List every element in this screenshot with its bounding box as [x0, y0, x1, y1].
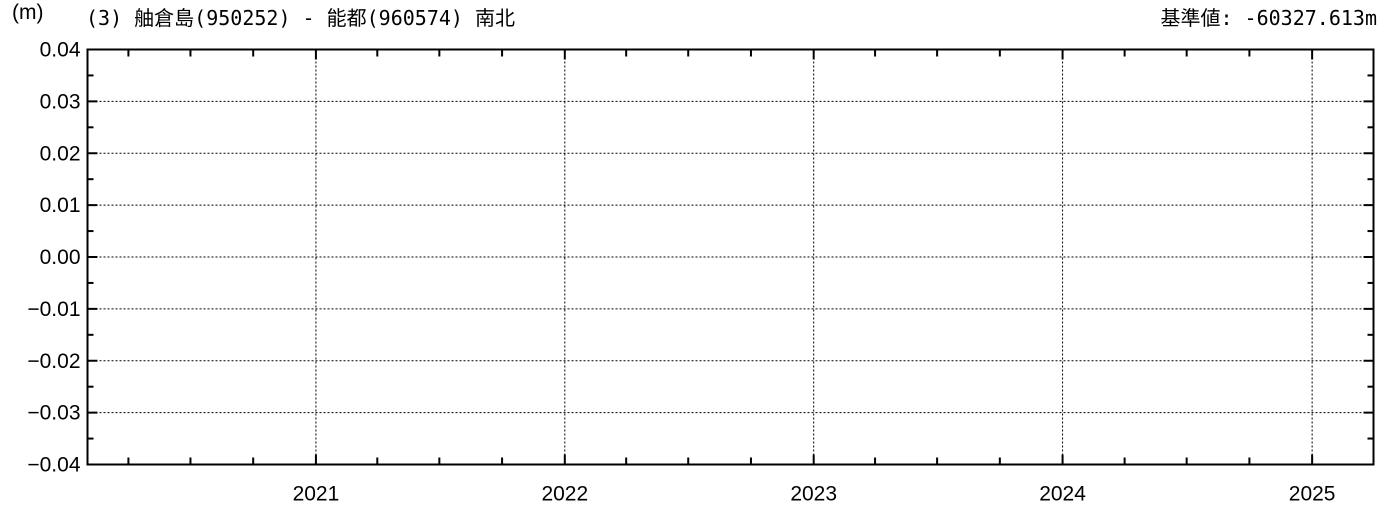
x-tick-label: 2025	[1289, 483, 1336, 506]
y-unit-label: (m)	[12, 1, 44, 24]
x-tick-label: 2024	[1039, 483, 1086, 506]
chart-title: (3) 舳倉島(950252) - 能都(960574) 南北	[86, 6, 515, 30]
y-tick-label: 0.00	[40, 246, 81, 269]
y-tick-label: −0.04	[27, 454, 80, 477]
x-tick-label: 2021	[293, 483, 340, 506]
tick-labels: 0.04 0.03 0.02 0.01 0.00 −0.01 −0.02 −0.03 −0.04…	[27, 39, 1335, 506]
y-tick-label: −0.02	[27, 350, 80, 373]
y-tick-label: −0.01	[27, 298, 80, 321]
y-tick-label: 0.01	[40, 194, 81, 217]
y-tick-label: −0.03	[27, 402, 80, 425]
grid-lines	[87, 49, 1374, 465]
baseline-value: 基準値: -60327.613m	[1160, 6, 1377, 30]
y-tick-label: 0.02	[40, 142, 81, 165]
y-tick-label: 0.04	[40, 39, 81, 62]
plot-frame	[86, 48, 1375, 466]
x-tick-label: 2023	[790, 483, 837, 506]
x-tick-label: 2022	[541, 483, 588, 506]
y-tick-label: 0.03	[40, 90, 81, 113]
